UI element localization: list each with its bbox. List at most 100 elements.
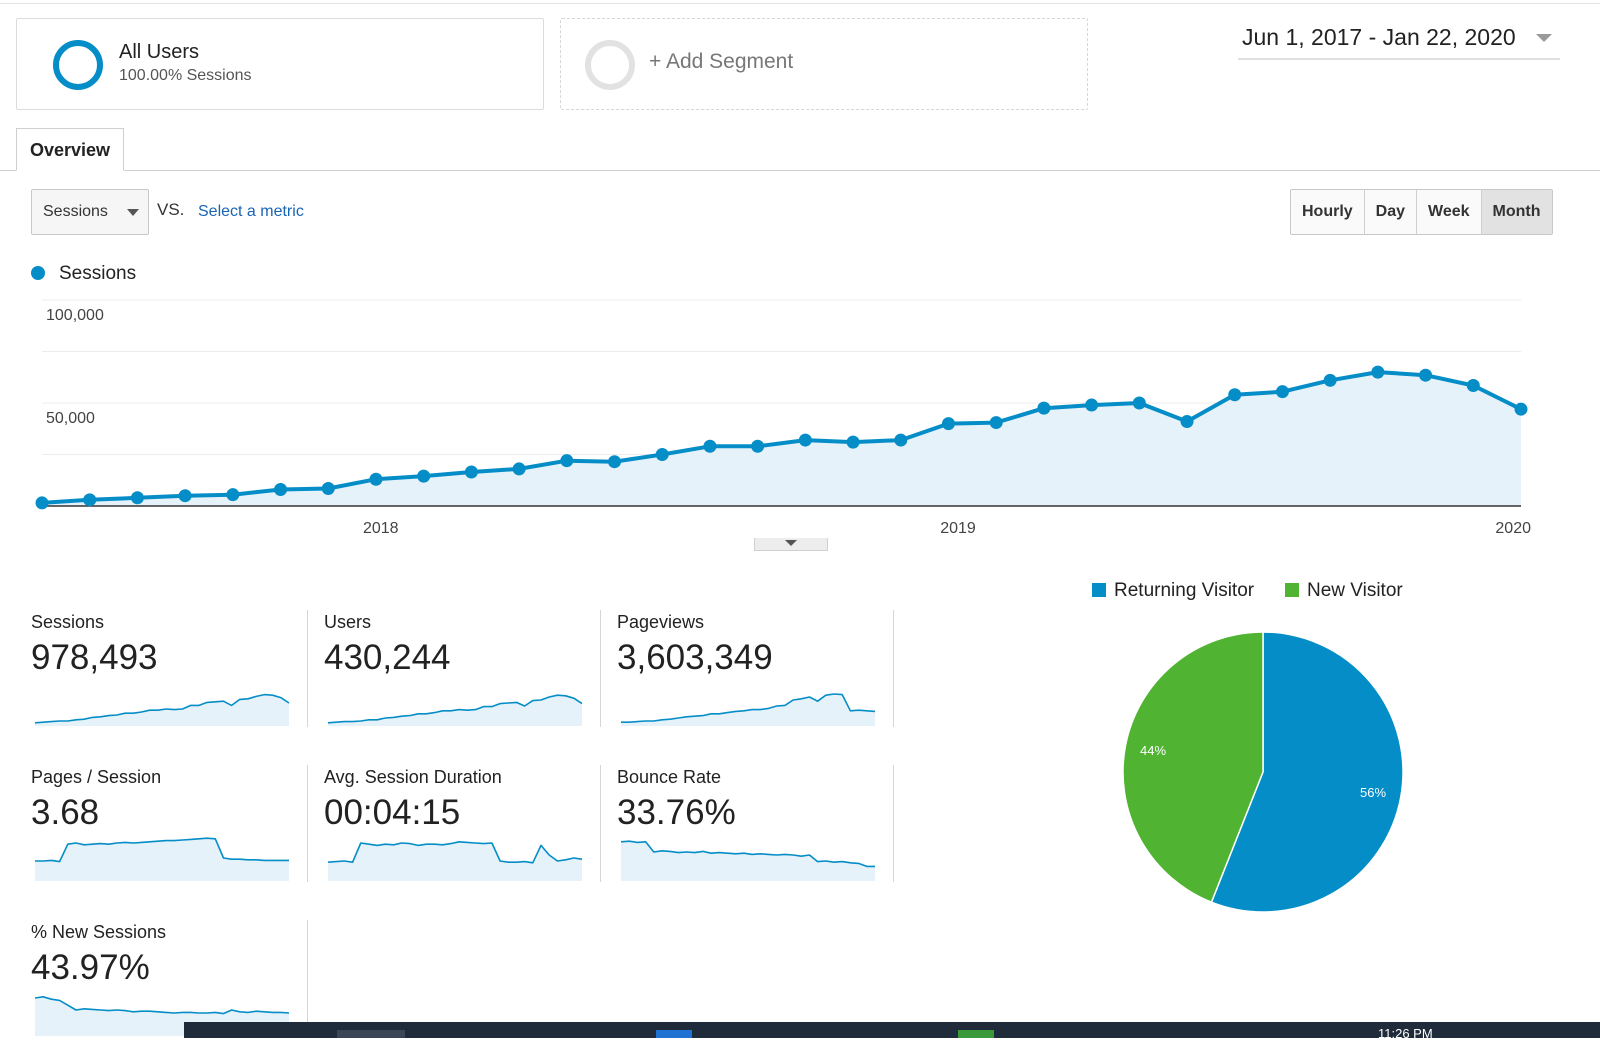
metric-tile-pageviews[interactable]: Pageviews 3,603,349	[617, 612, 891, 752]
data-point[interactable]	[894, 433, 908, 447]
sessions-line	[41, 370, 1522, 505]
chart-legend: Sessions	[31, 263, 136, 285]
data-point[interactable]	[178, 489, 192, 503]
sparkline	[327, 694, 583, 726]
pie-legend-label: New Visitor	[1307, 580, 1403, 601]
tile-divider	[600, 765, 601, 882]
metric-value: 43.97%	[31, 948, 150, 987]
metric-value: 430,244	[324, 638, 451, 677]
legend-dot-icon	[31, 266, 45, 280]
data-point[interactable]	[941, 417, 955, 431]
vs-label: VS.	[157, 200, 185, 219]
data-point[interactable]	[1323, 373, 1337, 387]
metric-tile-pages-per-session[interactable]: Pages / Session 3.68	[31, 767, 305, 907]
tile-divider	[893, 765, 894, 882]
metric-label: Users	[324, 612, 372, 632]
pie-slice-label: 44%	[1140, 743, 1166, 758]
data-point[interactable]	[1085, 398, 1099, 412]
data-point[interactable]	[369, 472, 383, 486]
data-point[interactable]	[464, 465, 478, 479]
sparkline	[620, 840, 875, 881]
y-tick-label: 50,000	[46, 410, 95, 427]
taskbar-clock: 11:26 PM	[1378, 1026, 1433, 1041]
pie-legend-label: Returning Visitor	[1114, 580, 1255, 601]
tile-divider	[307, 920, 308, 1024]
data-point[interactable]	[608, 455, 622, 469]
data-point[interactable]	[1228, 388, 1242, 402]
data-point[interactable]	[274, 483, 288, 497]
metric-value: 00:04:15	[324, 793, 461, 832]
select-metric-link[interactable]: Select a metric	[198, 203, 304, 220]
data-point[interactable]	[226, 488, 240, 502]
segment-subtitle: 100.00% Sessions	[119, 67, 252, 84]
metric-tile-sessions[interactable]: Sessions 978,493	[31, 612, 305, 752]
sparkline-line	[621, 693, 876, 723]
pie-slice[interactable]	[1122, 631, 1264, 904]
metric-tile-avg-session-duration[interactable]: Avg. Session Duration 00:04:15	[324, 767, 598, 907]
tile-divider	[307, 765, 308, 882]
empty-segment-ring-icon	[585, 40, 635, 90]
sparkline-line	[327, 694, 583, 724]
metric-value: 3.68	[31, 793, 100, 832]
taskbar-app-icon[interactable]	[656, 1030, 692, 1038]
data-point[interactable]	[1466, 378, 1480, 392]
sparkline	[35, 837, 289, 881]
data-point[interactable]	[1514, 402, 1528, 416]
sparkline	[327, 841, 583, 881]
top-border	[0, 0, 1600, 4]
metric-select-value: Sessions	[43, 203, 108, 220]
metric-label: Bounce Rate	[617, 767, 722, 787]
legend-series-label: Sessions	[59, 263, 137, 284]
data-point[interactable]	[560, 454, 574, 468]
chevron-down-icon	[1536, 34, 1552, 42]
data-point[interactable]	[321, 481, 335, 495]
data-point[interactable]	[1037, 401, 1051, 415]
tab-overview[interactable]: Overview	[16, 128, 124, 171]
data-point[interactable]	[989, 416, 1003, 430]
granularity-hourly-button[interactable]: Hourly	[1291, 190, 1365, 234]
tile-divider	[893, 610, 894, 727]
pie-slice[interactable]	[1210, 631, 1404, 913]
data-point[interactable]	[1419, 368, 1433, 382]
data-point[interactable]	[1371, 365, 1385, 379]
data-point[interactable]	[1132, 396, 1146, 410]
data-point[interactable]	[655, 448, 669, 461]
taskbar-app-icon[interactable]	[337, 1030, 405, 1038]
granularity-month-button[interactable]: Month	[1481, 190, 1552, 234]
date-range-text: Jun 1, 2017 - Jan 22, 2020	[1242, 24, 1516, 50]
data-point[interactable]	[35, 496, 49, 510]
data-point[interactable]	[512, 462, 526, 476]
data-point[interactable]	[703, 439, 717, 453]
metric-tile-new-sessions[interactable]: % New Sessions 43.97%	[31, 922, 305, 1062]
data-point[interactable]	[798, 433, 812, 447]
metric-tile-users[interactable]: Users 430,244	[324, 612, 598, 752]
x-tick-label: 2019	[940, 520, 976, 537]
metric-select[interactable]: Sessions	[31, 189, 149, 235]
granularity-day-button[interactable]: Day	[1364, 190, 1418, 234]
add-segment-button[interactable]: + Add Segment	[560, 18, 1088, 110]
pie-slice-label: 56%	[1360, 785, 1386, 800]
tile-divider	[307, 610, 308, 727]
pie-legend-new: New Visitor	[1285, 580, 1403, 602]
granularity-week-button[interactable]: Week	[1417, 190, 1482, 234]
data-point[interactable]	[1180, 415, 1194, 429]
add-segment-label: + Add Segment	[649, 50, 794, 73]
data-point[interactable]	[846, 435, 860, 449]
sessions-area	[42, 372, 1521, 506]
segment-all-users[interactable]: All Users 100.00% Sessions	[16, 18, 544, 110]
taskbar-app-icon[interactable]	[958, 1030, 994, 1038]
metric-value: 3,603,349	[617, 638, 773, 677]
metric-label: Avg. Session Duration	[324, 767, 502, 787]
data-point[interactable]	[130, 491, 144, 505]
metric-tile-bounce-rate[interactable]: Bounce Rate 33.76%	[617, 767, 891, 907]
data-point[interactable]	[751, 439, 765, 453]
chart-collapse-toggle[interactable]	[754, 538, 828, 551]
date-range-picker[interactable]: Jun 1, 2017 - Jan 22, 2020	[1238, 20, 1560, 60]
data-point[interactable]	[83, 493, 97, 507]
sparkline-area	[35, 838, 289, 881]
data-point[interactable]	[417, 469, 431, 483]
x-tick-label: 2018	[363, 520, 399, 537]
sparkline-line	[327, 841, 583, 864]
data-point[interactable]	[1275, 385, 1289, 399]
metric-label: % New Sessions	[31, 922, 167, 942]
